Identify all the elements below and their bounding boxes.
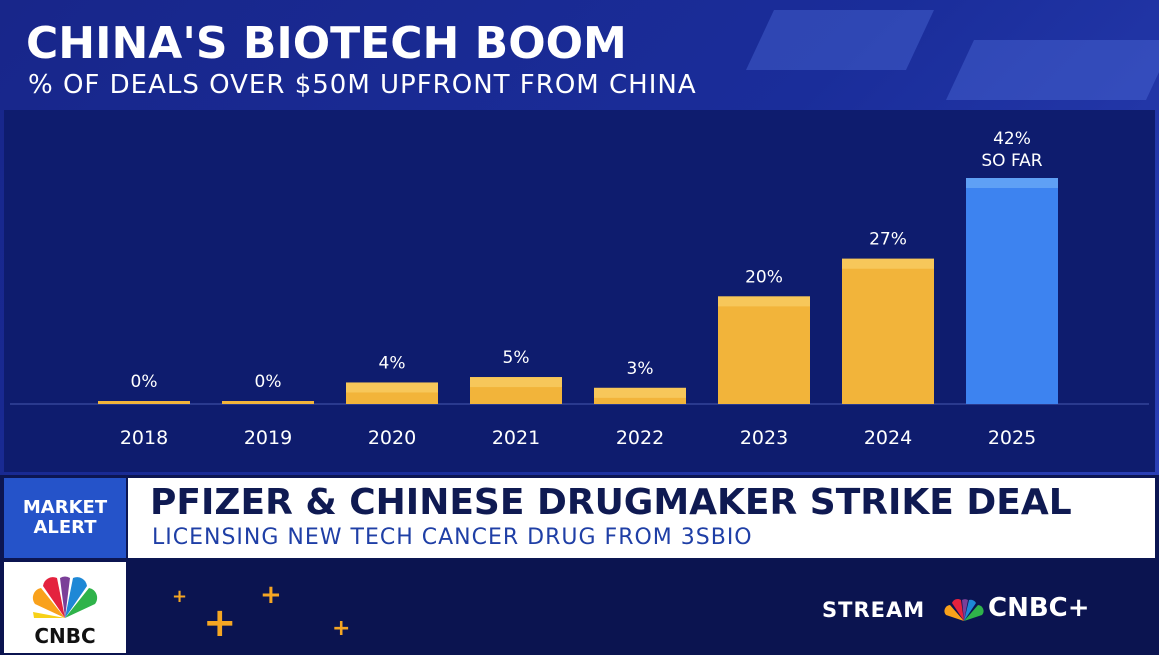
annotation-label: SO FAR (981, 151, 1042, 171)
logo-text: CNBC (34, 624, 96, 648)
alert-label-line2: ALERT (33, 517, 97, 538)
x-tick-label: 2018 (120, 427, 168, 449)
peacock-icon (944, 598, 984, 621)
page-title: CHINA'S BIOTECH BOOM (26, 18, 627, 69)
chart-bar-cap (470, 377, 562, 388)
peacock-icon (32, 576, 98, 618)
chart-bar-cap (966, 178, 1058, 188)
chart-bar (98, 401, 190, 404)
headline: PFIZER & CHINESE DRUGMAKER STRIKE DEAL (150, 482, 1072, 523)
data-label: 0% (255, 372, 282, 392)
x-tick-label: 2023 (740, 427, 788, 449)
x-tick-label: 2021 (492, 427, 540, 449)
data-label: 42% (993, 129, 1031, 149)
chart-bar-cap (594, 387, 686, 398)
alert-label-line1: MARKET (22, 497, 108, 518)
headline-box: PFIZER & CHINESE DRUGMAKER STRIKE DEAL L… (128, 478, 1155, 558)
x-tick-label: 2020 (368, 427, 416, 449)
chart-bar (842, 258, 934, 404)
x-tick-label: 2025 (988, 427, 1036, 449)
sparkle-icon: + (172, 586, 188, 607)
data-label: 27% (869, 230, 907, 250)
sparkle-icon: + (332, 616, 351, 641)
data-label: 5% (503, 348, 530, 368)
market-alert-badge: MARKET ALERT (4, 478, 126, 558)
chart-bar-cap (718, 296, 810, 307)
chart-bar (222, 401, 314, 404)
bar-chart: 0% 2018 0% 2019 4% 2020 5% 2021 3% 2022 20% 2023 27%… (10, 129, 1149, 449)
chart-panel: 0% 2018 0% 2019 4% 2020 5% 2021 3% 2022 20% 2023 27%… (4, 110, 1155, 472)
data-label: 3% (627, 359, 654, 379)
cnbc-plus-logo: CNBC+ (988, 593, 1090, 623)
data-label: 0% (131, 372, 158, 392)
chart-bar (966, 178, 1058, 404)
chart-bar-cap (842, 258, 934, 269)
x-tick-label: 2022 (616, 427, 664, 449)
data-label: 20% (745, 267, 783, 287)
decorative-shape (746, 10, 934, 70)
sparkle-icon: + (203, 600, 237, 646)
chart-bar (718, 296, 810, 404)
chart-bar-cap (346, 382, 438, 393)
decorative-shape (946, 40, 1159, 100)
x-tick-label: 2019 (244, 427, 292, 449)
x-tick-label: 2024 (864, 427, 912, 449)
data-label: 4% (379, 353, 406, 373)
stream-label: STREAM (822, 598, 926, 622)
subheadline: LICENSING NEW TECH CANCER DRUG FROM 3SBI… (152, 525, 753, 550)
cnbc-logo: CNBC (4, 562, 126, 653)
sparkle-icon: + (260, 580, 282, 610)
page-subtitle: % OF DEALS OVER $50M UPFRONT FROM CHINA (28, 70, 697, 100)
